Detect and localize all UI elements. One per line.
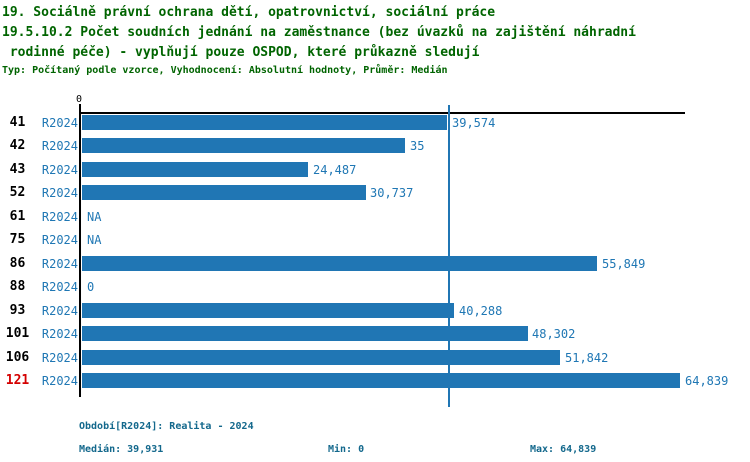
row-series-label: R2024: [41, 351, 78, 365]
row-category-label: 61: [9, 209, 26, 224]
row-category-label: 121: [5, 373, 30, 388]
row-series-label: R2024: [41, 304, 78, 318]
bar: [82, 303, 454, 318]
row-series-label: R2024: [41, 210, 78, 224]
chart-title-line3: rodinné péče) - vyplňují pouze OSPOD, kt…: [2, 45, 480, 60]
x-axis-line: [79, 112, 685, 114]
chart-title-line1: 19. Sociálně právní ochrana dětí, opatro…: [2, 5, 496, 20]
row-category-label: 106: [5, 350, 30, 365]
row-category-label: 86: [9, 256, 26, 271]
chart-title-line2: 19.5.10.2 Počet soudních jednání na zamě…: [2, 25, 636, 40]
row-series-label: R2024: [41, 163, 78, 177]
footer-median-label: Medián: 39,931: [79, 444, 164, 455]
bar: [82, 162, 308, 177]
x-axis-zero-tick-label: 0: [76, 94, 83, 105]
bar-value-label: 0: [87, 280, 95, 294]
bar: [82, 326, 528, 341]
row-series-label: R2024: [41, 280, 78, 294]
bar: [82, 115, 447, 130]
bar: [82, 185, 366, 200]
row-series-label: R2024: [41, 327, 78, 341]
row-series-label: R2024: [41, 139, 78, 153]
bar: [82, 256, 598, 271]
row-category-label: 52: [9, 185, 26, 200]
footer-max-label: Max: 64,839: [530, 444, 597, 455]
row-category-label: 41: [9, 115, 26, 130]
footer-period-label: Období[R2024]: Realita - 2024: [79, 421, 254, 432]
bar-value-label: 51,842: [565, 351, 609, 365]
row-category-label: 93: [9, 303, 26, 318]
row-category-label: 101: [5, 326, 30, 341]
row-series-label: R2024: [41, 186, 78, 200]
bar: [82, 138, 405, 153]
footer-min-label: Min: 0: [328, 444, 365, 455]
row-category-label: 42: [9, 138, 26, 153]
row-series-label: R2024: [41, 374, 78, 388]
bar: [82, 350, 561, 365]
bar-value-label: NA: [87, 210, 102, 224]
bar-value-label: 39,574: [452, 116, 496, 130]
chart-meta-line: Typ: Počítaný podle vzorce, Vyhodnocení:…: [2, 65, 448, 76]
bar-value-label: 48,302: [532, 327, 576, 341]
row-series-label: R2024: [41, 116, 78, 130]
bar-value-label: 30,737: [370, 186, 414, 200]
bar-value-label: 55,849: [602, 257, 646, 271]
row-category-label: 88: [9, 279, 26, 294]
row-series-label: R2024: [41, 257, 78, 271]
bar-value-label: NA: [87, 233, 102, 247]
row-series-label: R2024: [41, 233, 78, 247]
bar-value-label: 64,839: [685, 374, 729, 388]
bar-value-label: 40,288: [459, 304, 503, 318]
y-axis-line: [79, 104, 81, 397]
row-category-label: 43: [9, 162, 26, 177]
bar-value-label: 24,487: [313, 163, 357, 177]
bar: [82, 373, 680, 388]
bar-value-label: 35: [410, 139, 425, 153]
row-category-label: 75: [9, 232, 26, 247]
